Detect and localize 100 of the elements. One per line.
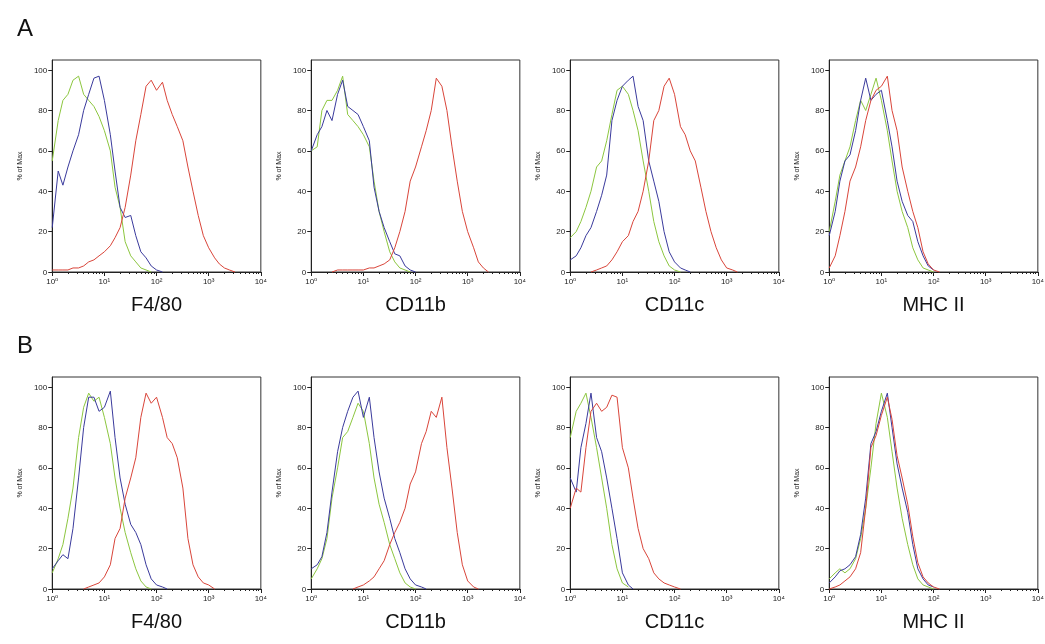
x-tick-label: 10³	[202, 593, 215, 603]
line-series	[331, 77, 489, 273]
x-tick-label: 10³	[202, 276, 215, 286]
y-tick-label: 0	[819, 584, 825, 594]
y-tick-label: 100	[33, 382, 48, 392]
line-series	[590, 77, 738, 273]
x-tick-label: 10³	[461, 593, 474, 603]
y-tick-label: 60	[556, 146, 566, 156]
y-tick-label: 0	[42, 267, 48, 277]
y-tick-label: 20	[556, 544, 566, 554]
y-tick-label: 40	[556, 503, 566, 513]
y-tick-label: 40	[556, 186, 566, 196]
y-tick-label: 100	[292, 382, 307, 392]
x-tick-label: 10¹	[616, 593, 629, 603]
x-axis-title: CD11b	[385, 610, 446, 632]
line-series	[569, 394, 681, 590]
y-tick-label: 60	[38, 146, 48, 156]
y-tick-label: 0	[42, 584, 48, 594]
x-tick-label: 10¹	[98, 276, 111, 286]
x-tick-label: 10³	[979, 276, 992, 286]
y-tick-label: 20	[38, 227, 48, 237]
y-tick-label: 80	[38, 422, 48, 432]
y-tick-label: 40	[297, 186, 307, 196]
x-tick-label: 10⁰	[823, 593, 836, 603]
y-tick-label: 100	[551, 65, 566, 75]
x-axis-title: CD11b	[385, 293, 446, 315]
x-tick-label: 10⁴	[772, 276, 786, 286]
y-tick-label: 100	[33, 65, 48, 75]
x-tick-label: 10²	[150, 276, 163, 286]
x-tick-label: 10⁰	[46, 593, 59, 603]
y-tick-label: 60	[38, 463, 48, 473]
y-tick-label: 40	[38, 186, 48, 196]
x-axis-title: F4/80	[130, 610, 183, 632]
y-tick-label: 100	[810, 65, 825, 75]
y-tick-label: 40	[815, 503, 825, 513]
x-tick-label: 10⁴	[513, 276, 527, 286]
x-tick-label: 10⁰	[305, 276, 318, 286]
line-series	[352, 396, 479, 590]
x-tick-label: 10²	[927, 593, 940, 603]
x-axis-title: CD11c	[644, 293, 705, 315]
y-tick-label: 100	[810, 382, 825, 392]
y-tick-label: 40	[38, 503, 48, 513]
x-tick-label: 10⁴	[254, 276, 268, 286]
y-tick-label: 80	[297, 105, 307, 115]
y-tick-label: 80	[815, 422, 825, 432]
y-tick-label: 0	[560, 584, 566, 594]
y-tick-label: 60	[815, 463, 825, 473]
y-tick-label: 80	[556, 422, 566, 432]
x-tick-label: 10²	[668, 593, 681, 603]
x-tick-label: 10²	[927, 276, 940, 286]
x-tick-label: 10⁴	[513, 593, 527, 603]
x-tick-label: 10⁴	[1031, 276, 1045, 286]
y-tick-label: 20	[556, 227, 566, 237]
x-tick-label: 10⁴	[1031, 593, 1045, 603]
x-tick-label: 10⁰	[564, 593, 577, 603]
x-tick-label: 10¹	[98, 593, 111, 603]
y-tick-label: 40	[815, 186, 825, 196]
x-tick-label: 10¹	[357, 593, 370, 603]
line-series	[83, 392, 216, 590]
y-tick-label: 20	[297, 544, 307, 554]
x-tick-label: 10²	[150, 593, 163, 603]
x-tick-label: 10⁰	[305, 593, 318, 603]
x-tick-label: 10³	[720, 593, 733, 603]
x-tick-label: 10²	[409, 276, 422, 286]
x-tick-label: 10¹	[875, 276, 888, 286]
x-tick-label: 10²	[668, 276, 681, 286]
y-tick-label: 0	[560, 267, 566, 277]
y-tick-label: 80	[297, 422, 307, 432]
x-tick-label: 10¹	[616, 276, 629, 286]
x-axis-title: MHC II	[902, 293, 965, 315]
x-axis-title: MHC II	[902, 610, 965, 632]
x-tick-label: 10³	[720, 276, 733, 286]
x-tick-label: 10¹	[357, 276, 370, 286]
x-tick-label: 10¹	[875, 593, 888, 603]
x-tick-label: 10²	[409, 593, 422, 603]
chart-title: A	[17, 13, 34, 41]
x-tick-label: 10³	[461, 276, 474, 286]
x-axis-title: F4/80	[130, 293, 183, 315]
y-tick-label: 60	[815, 146, 825, 156]
y-tick-label: 100	[551, 382, 566, 392]
x-tick-label: 10⁴	[772, 593, 786, 603]
y-tick-label: 80	[815, 105, 825, 115]
y-tick-label: 20	[38, 544, 48, 554]
line-series	[51, 79, 236, 273]
y-tick-label: 80	[38, 105, 48, 115]
y-tick-label: 60	[556, 463, 566, 473]
x-tick-label: 10³	[979, 593, 992, 603]
x-tick-label: 10⁰	[46, 276, 59, 286]
y-tick-label: 80	[556, 105, 566, 115]
y-tick-label: 60	[297, 463, 307, 473]
y-tick-label: 60	[297, 146, 307, 156]
y-tick-label: 20	[297, 227, 307, 237]
y-tick-label: 20	[815, 227, 825, 237]
x-tick-label: 10⁴	[254, 593, 268, 603]
y-tick-label: 100	[292, 65, 307, 75]
y-tick-label: 0	[301, 267, 307, 277]
y-tick-label: 20	[815, 544, 825, 554]
x-axis-title: CD11c	[644, 610, 705, 632]
y-tick-label: 0	[301, 584, 307, 594]
chart-title: B	[17, 330, 34, 358]
